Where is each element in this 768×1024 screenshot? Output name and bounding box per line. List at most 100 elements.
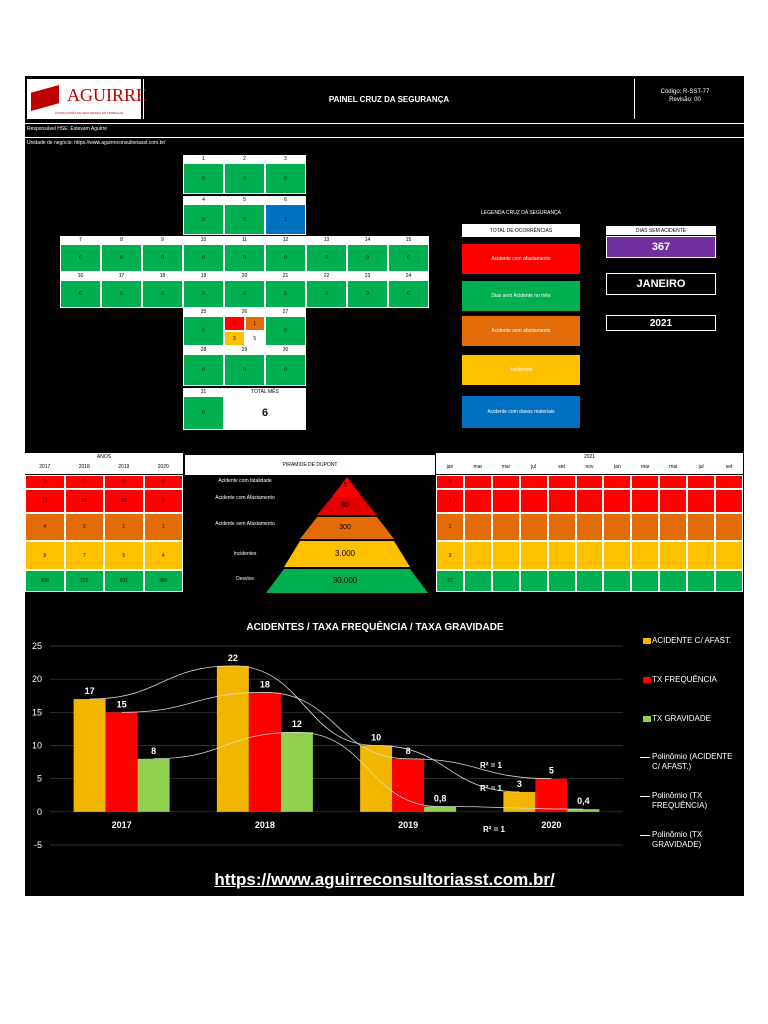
y-tick-label: 20 — [32, 674, 42, 684]
month-value-cell — [715, 541, 743, 570]
day-header: 27 — [265, 308, 306, 316]
legend-trend-line — [640, 757, 650, 758]
logo-box: AGUIRRE CONSULTORIA DE SEGURANÇA DO TRAB… — [27, 79, 147, 119]
legend-series-label: TX FREQUÊNCIA — [652, 675, 717, 684]
month-value-cell — [575, 489, 604, 513]
month-value-cell — [547, 570, 576, 592]
bar-value-label: 12 — [292, 719, 302, 729]
day-header: 31 — [183, 388, 224, 396]
day-cell: 0 — [142, 244, 183, 272]
day-header: 5 — [224, 196, 265, 204]
r-squared-label: R² = 1 — [480, 784, 503, 793]
years-value-cell: 380 — [143, 570, 183, 592]
logo-text: AGUIRRE — [67, 85, 147, 105]
bar-value-label: 8 — [151, 746, 156, 756]
day-cell: 0 — [224, 354, 265, 386]
day-cell: 0 — [60, 244, 101, 272]
years-value-cell: 5 — [104, 541, 144, 570]
trendline-2 — [153, 731, 584, 810]
legend-trend-label: Polinômio (TX GRAVIDADE) — [652, 830, 703, 849]
day-26-split-cell: 3 — [224, 331, 245, 346]
y-tick-label: 15 — [32, 707, 42, 717]
day-header: 6 — [265, 196, 306, 204]
month-value-cell — [603, 570, 632, 592]
month-value-cell — [659, 541, 688, 570]
months-title: 2021 — [436, 453, 743, 460]
day-header: 7 — [60, 236, 101, 244]
pyramid-level-value: 3.000 — [334, 549, 356, 558]
day-header: 29 — [224, 346, 265, 354]
day-cell: 0 — [265, 244, 306, 272]
day-26-split-cell: 0 — [224, 316, 245, 331]
legend-item: Acidente com afastamento — [462, 244, 580, 274]
bar-value-label: 3 — [517, 779, 522, 789]
month-value-cell — [519, 541, 548, 570]
month-value-cell — [715, 489, 743, 513]
month-value-cell — [659, 489, 688, 513]
month-value-cell — [687, 570, 716, 592]
month-value-cell — [463, 570, 492, 592]
x-category-label: 2018 — [255, 820, 275, 830]
month-header: nov — [575, 460, 604, 474]
legend-trend-label: Polinômio (TX FREQUÊNCIA) — [652, 791, 708, 810]
month-header: mar — [463, 460, 492, 474]
day-cell: 0 — [183, 316, 224, 346]
bar-value-label: 18 — [260, 679, 270, 689]
pyramid-level-label: Acidente com Afastamento — [215, 495, 275, 501]
day-cell: 0 — [388, 244, 429, 272]
legend-trend-label: Polinômio (ACIDENTE C/ AFAST.) — [652, 752, 733, 771]
pyramid-level-no-lost-time — [300, 517, 394, 539]
day-header: 19 — [183, 272, 224, 280]
years-value-cell: 22 — [64, 489, 104, 513]
day-header: 11 — [224, 236, 265, 244]
month-value-cell — [575, 475, 604, 489]
year-value: 2021 — [606, 315, 716, 331]
day-26-split-cell: 5 — [244, 331, 265, 346]
years-value-cell: 956 — [25, 570, 65, 592]
business-unit-row: Unidade de negócio: https://www.aguirrec… — [25, 137, 744, 148]
month-value-cell — [631, 489, 660, 513]
years-value-cell: 4 — [143, 541, 183, 570]
month-value-cell — [631, 513, 660, 541]
day-header: 9 — [142, 236, 183, 244]
month-header: jan — [436, 460, 464, 474]
day-cell: 0 — [265, 163, 306, 194]
month-value-cell — [519, 489, 548, 513]
bar-2 — [424, 806, 457, 812]
month-header: jan — [603, 460, 632, 474]
days-without-accident-label: DIAS SEM ACIDENTE — [606, 226, 716, 235]
day-header: 2 — [224, 155, 265, 163]
month-value-cell — [463, 489, 492, 513]
bar-value-label: 10 — [371, 733, 381, 743]
footer-url[interactable]: https://www.aguirreconsultoriasst.com.br… — [214, 870, 555, 889]
bar-value-label: 0,8 — [434, 794, 447, 804]
legend-item: Acidente com danos materiais — [462, 396, 580, 428]
legend-series-label: ACIDENTE C/ AFAST. — [652, 636, 732, 645]
month-value-cell — [687, 489, 716, 513]
day-header: 20 — [224, 272, 265, 280]
day-cell: 0 — [101, 244, 142, 272]
days-without-accident-value: 367 — [606, 236, 716, 258]
day-header: 21 — [265, 272, 306, 280]
years-value-cell: 0 — [104, 475, 144, 489]
years-value-cell: 1 — [104, 513, 144, 541]
years-value-cell: 0 — [25, 475, 65, 489]
document-code: Código: R-SST-77 — [660, 89, 710, 95]
month-value-cell — [575, 570, 604, 592]
years-value-cell: 7 — [64, 541, 104, 570]
month-header: mar — [631, 460, 660, 474]
day-header: 17 — [101, 272, 142, 280]
month-header: mai — [491, 460, 520, 474]
day-cell: 0 — [183, 280, 224, 308]
day-cell: 0 — [347, 280, 388, 308]
bar-0 — [73, 699, 106, 812]
year-header: 2020 — [143, 460, 183, 474]
month-value-cell — [687, 513, 716, 541]
month-header: mai — [659, 460, 688, 474]
month-header: jul — [519, 460, 548, 474]
bar-value-label: 5 — [549, 766, 554, 776]
responsible-row: Responsável HSE: Estevam Aguirre — [25, 123, 744, 134]
bar-0 — [503, 791, 536, 812]
y-tick-label: -5 — [34, 840, 42, 850]
x-category-label: 2020 — [541, 820, 561, 830]
